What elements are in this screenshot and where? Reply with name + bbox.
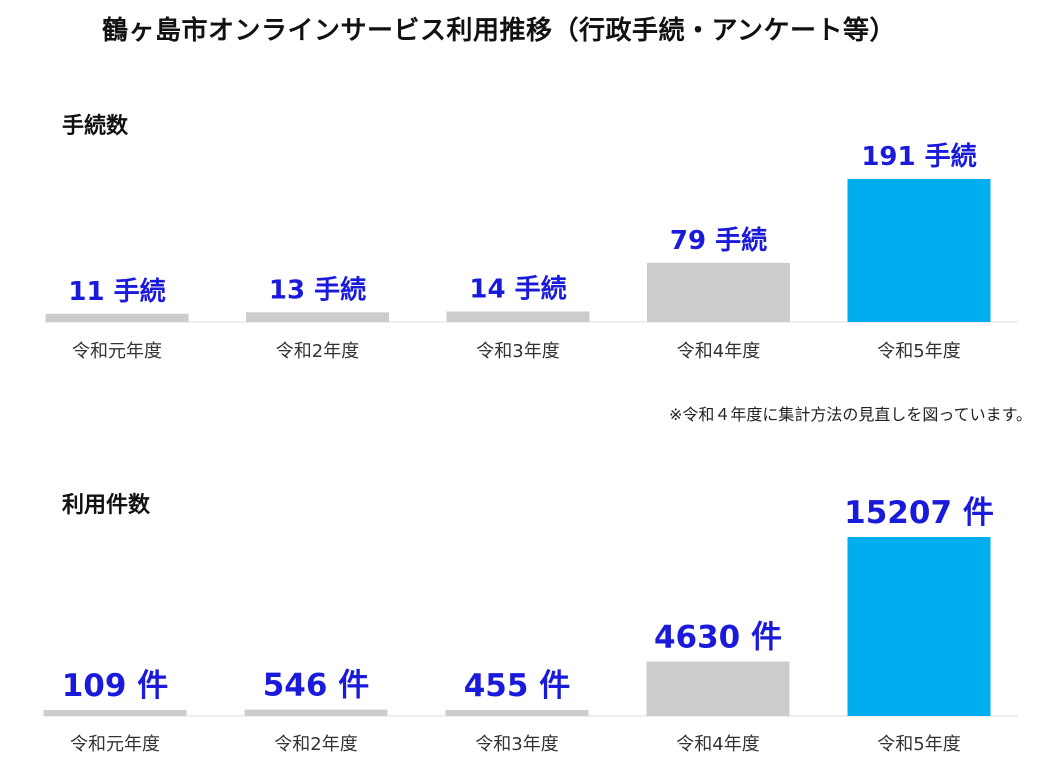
bar xyxy=(244,709,388,716)
page-title: 鶴ヶ島市オンラインサービス利用推移（行政手続・アンケート等） xyxy=(102,16,896,46)
data-label: 4630 件 xyxy=(654,620,782,656)
x-tick-label: 令和5年度 xyxy=(877,341,960,362)
bar xyxy=(847,179,991,322)
bar xyxy=(647,262,790,322)
bar xyxy=(445,710,589,716)
bar xyxy=(446,311,590,322)
data-label: 191 手続 xyxy=(861,141,976,172)
data-label: 13 手続 xyxy=(269,274,366,305)
bar xyxy=(246,312,389,322)
chart-2-title: 利用件数 xyxy=(62,493,151,518)
bar xyxy=(43,710,187,716)
x-tick-label: 令和元年度 xyxy=(72,341,162,362)
x-tick-label: 令和3年度 xyxy=(476,341,559,362)
x-tick-label: 令和3年度 xyxy=(475,734,558,755)
bar xyxy=(45,313,189,322)
chart-1-title: 手続数 xyxy=(62,114,129,139)
x-tick-label: 令和4年度 xyxy=(677,341,760,362)
x-tick-label: 令和2年度 xyxy=(276,341,359,362)
bar xyxy=(847,537,991,716)
bar xyxy=(646,661,790,716)
data-label: 15207 件 xyxy=(844,495,994,531)
data-label: 79 手続 xyxy=(670,225,767,256)
footnote: ※令和４年度に集計方法の見直しを図っています。 xyxy=(668,405,1032,424)
data-label: 546 件 xyxy=(263,668,370,704)
data-label: 11 手続 xyxy=(68,276,165,307)
data-label: 109 件 xyxy=(62,668,169,704)
x-tick-label: 令和2年度 xyxy=(274,734,357,755)
x-tick-label: 令和5年度 xyxy=(877,734,960,755)
data-label: 455 件 xyxy=(464,668,571,704)
x-tick-label: 令和元年度 xyxy=(70,734,160,755)
x-tick-label: 令和4年度 xyxy=(676,734,759,755)
data-label: 14 手続 xyxy=(469,274,566,305)
